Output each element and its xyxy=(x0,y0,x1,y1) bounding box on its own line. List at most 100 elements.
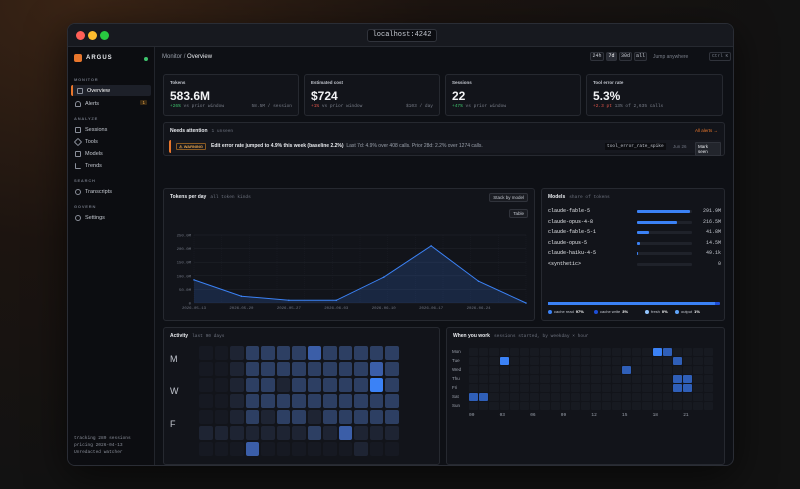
activity-cell[interactable] xyxy=(323,362,337,376)
weekday-hour-cell[interactable] xyxy=(591,348,601,356)
weekday-hour-cell[interactable] xyxy=(489,357,499,365)
activity-cell[interactable] xyxy=(261,442,275,456)
weekday-hour-cell[interactable] xyxy=(489,384,499,392)
range-24h-button[interactable]: 24h xyxy=(590,52,604,61)
activity-cell[interactable] xyxy=(323,426,337,440)
weekday-hour-cell[interactable] xyxy=(509,402,519,410)
address-bar[interactable]: localhost:4242 xyxy=(367,29,437,42)
weekday-hour-cell[interactable] xyxy=(560,375,570,383)
weekday-hour-cell[interactable] xyxy=(489,393,499,401)
weekday-hour-cell[interactable] xyxy=(611,348,621,356)
weekday-hour-cell[interactable] xyxy=(581,357,591,365)
weekday-hour-cell[interactable] xyxy=(632,348,642,356)
weekday-hour-cell[interactable] xyxy=(673,384,683,392)
weekday-hour-cell[interactable] xyxy=(469,393,479,401)
weekday-hour-cell[interactable] xyxy=(530,348,540,356)
weekday-hour-cell[interactable] xyxy=(550,375,560,383)
weekday-hour-cell[interactable] xyxy=(622,402,632,410)
weekday-hour-cell[interactable] xyxy=(591,366,601,374)
weekday-hour-cell[interactable] xyxy=(673,348,683,356)
activity-cell[interactable] xyxy=(214,346,228,360)
activity-cell[interactable] xyxy=(199,426,213,440)
weekday-hour-cell[interactable] xyxy=(622,375,632,383)
activity-cell[interactable] xyxy=(338,362,352,376)
weekday-hour-cell[interactable] xyxy=(540,393,550,401)
weekday-hour-cell[interactable] xyxy=(489,375,499,383)
activity-cell[interactable] xyxy=(323,378,337,392)
jump-anywhere[interactable]: Jump anywhere xyxy=(653,54,689,60)
activity-cell[interactable] xyxy=(338,394,352,408)
weekday-hour-cell[interactable] xyxy=(499,375,509,383)
weekday-hour-cell[interactable] xyxy=(469,402,479,410)
weekday-hour-cell[interactable] xyxy=(683,402,693,410)
activity-cell[interactable] xyxy=(307,362,321,376)
activity-cell[interactable] xyxy=(245,362,259,376)
activity-cell[interactable] xyxy=(385,410,399,424)
activity-cell[interactable] xyxy=(385,442,399,456)
weekday-hour-cell[interactable] xyxy=(632,375,642,383)
weekday-hour-cell[interactable] xyxy=(499,366,509,374)
weekday-hour-cell[interactable] xyxy=(489,402,499,410)
weekday-hour-cell[interactable] xyxy=(642,402,652,410)
activity-cell[interactable] xyxy=(323,410,337,424)
range-7d-button[interactable]: 7d xyxy=(606,52,617,61)
weekday-hour-cell[interactable] xyxy=(571,375,581,383)
sidebar-item-overview[interactable]: Overview xyxy=(71,85,151,96)
activity-cell[interactable] xyxy=(214,410,228,424)
weekday-hour-cell[interactable] xyxy=(591,357,601,365)
weekday-hour-cell[interactable] xyxy=(530,366,540,374)
weekday-hour-cell[interactable] xyxy=(601,348,611,356)
weekday-hour-cell[interactable] xyxy=(683,366,693,374)
activity-cell[interactable] xyxy=(292,442,306,456)
weekday-hour-cell[interactable] xyxy=(673,375,683,383)
weekday-hour-cell[interactable] xyxy=(509,393,519,401)
weekday-hour-cell[interactable] xyxy=(683,393,693,401)
weekday-hour-cell[interactable] xyxy=(622,393,632,401)
minimize-window-button[interactable] xyxy=(88,31,97,40)
weekday-hour-cell[interactable] xyxy=(550,384,560,392)
range-all-button[interactable]: all xyxy=(634,52,647,61)
activity-cell[interactable] xyxy=(276,426,290,440)
weekday-hour-cell[interactable] xyxy=(703,393,713,401)
weekday-hour-cell[interactable] xyxy=(489,348,499,356)
weekday-hour-cell[interactable] xyxy=(540,384,550,392)
weekday-hour-cell[interactable] xyxy=(560,393,570,401)
weekday-hour-cell[interactable] xyxy=(479,357,489,365)
brand[interactable]: ARGUS xyxy=(74,54,113,62)
table-toggle-button[interactable]: Table xyxy=(509,209,528,218)
activity-cell[interactable] xyxy=(292,394,306,408)
activity-cell[interactable] xyxy=(385,394,399,408)
weekday-hour-cell[interactable] xyxy=(479,393,489,401)
activity-cell[interactable] xyxy=(245,426,259,440)
weekday-hour-cell[interactable] xyxy=(611,375,621,383)
activity-cell[interactable] xyxy=(261,394,275,408)
weekday-hour-cell[interactable] xyxy=(499,384,509,392)
weekday-hour-cell[interactable] xyxy=(540,402,550,410)
activity-cell[interactable] xyxy=(385,426,399,440)
activity-cell[interactable] xyxy=(199,346,213,360)
activity-cell[interactable] xyxy=(292,362,306,376)
model-row[interactable]: claude-opus-4-8 216.5M xyxy=(548,219,721,227)
activity-cell[interactable] xyxy=(245,394,259,408)
activity-cell[interactable] xyxy=(385,362,399,376)
breadcrumb-parent[interactable]: Monitor xyxy=(162,54,183,60)
weekday-hour-cell[interactable] xyxy=(520,384,530,392)
weekday-hour-cell[interactable] xyxy=(611,402,621,410)
activity-cell[interactable] xyxy=(369,426,383,440)
weekday-hour-cell[interactable] xyxy=(662,366,672,374)
activity-cell[interactable] xyxy=(369,410,383,424)
weekday-hour-cell[interactable] xyxy=(550,348,560,356)
weekday-hour-cell[interactable] xyxy=(601,393,611,401)
weekday-hour-cell[interactable] xyxy=(469,348,479,356)
model-row[interactable]: claude-opus-5 14.5M xyxy=(548,240,721,248)
activity-cell[interactable] xyxy=(245,410,259,424)
weekday-hour-cell[interactable] xyxy=(683,348,693,356)
activity-cell[interactable] xyxy=(385,378,399,392)
weekday-hour-cell[interactable] xyxy=(703,402,713,410)
weekday-hour-cell[interactable] xyxy=(550,393,560,401)
activity-cell[interactable] xyxy=(276,394,290,408)
weekday-hour-cell[interactable] xyxy=(479,366,489,374)
activity-cell[interactable] xyxy=(369,442,383,456)
weekday-hour-cell[interactable] xyxy=(601,402,611,410)
activity-cell[interactable] xyxy=(292,378,306,392)
